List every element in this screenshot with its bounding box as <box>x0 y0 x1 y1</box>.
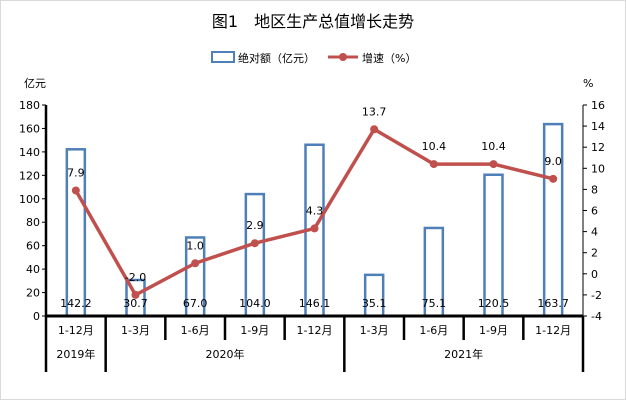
growth-marker <box>310 224 319 233</box>
legend: 绝对额（亿元） 增速（%） <box>211 51 416 65</box>
growth-value-label: 9.0 <box>544 155 562 168</box>
growth-value-label: 13.7 <box>362 105 387 118</box>
bar-value-label: 75.1 <box>422 297 447 310</box>
bar-value-label: 35.1 <box>362 297 387 310</box>
bar-value-label: 142.2 <box>60 297 92 310</box>
left-tick-label: 180 <box>19 99 40 112</box>
growth-value-label: -2.0 <box>125 271 146 284</box>
category-label: 1-3月 <box>360 324 389 337</box>
category-label: 1-12月 <box>535 324 571 337</box>
category-label: 1-12月 <box>58 324 94 337</box>
left-tick-label: 0 <box>33 310 40 323</box>
left-tick-label: 120 <box>19 169 40 182</box>
right-tick-label: 14 <box>591 120 605 133</box>
right-tick-label: 6 <box>591 205 598 218</box>
right-axis-unit: % <box>583 77 593 90</box>
growth-value-label: 1.0 <box>186 239 204 252</box>
right-tick-label: -4 <box>591 310 602 323</box>
growth-marker <box>370 125 379 134</box>
growth-marker <box>131 290 140 299</box>
right-tick-label: 12 <box>591 141 605 154</box>
group-label: 2019年 <box>56 347 95 361</box>
left-tick-label: 80 <box>26 216 40 229</box>
growth-marker <box>549 174 558 183</box>
right-tick-label: 4 <box>591 226 598 239</box>
left-tick-label: 140 <box>19 146 40 159</box>
group-label: 2020年 <box>206 347 245 361</box>
category-label: 1-9月 <box>240 324 269 337</box>
bar-value-label: 163.7 <box>537 297 569 310</box>
left-tick-label: 40 <box>26 263 40 276</box>
right-tick-label: 16 <box>591 99 605 112</box>
bar <box>483 173 504 318</box>
legend-line-label: 增速（%） <box>362 51 416 65</box>
growth-marker <box>429 160 438 169</box>
growth-marker <box>191 259 200 268</box>
left-tick-label: 160 <box>19 122 40 135</box>
right-tick-label: 8 <box>591 183 598 196</box>
right-tick-label: -2 <box>591 289 602 302</box>
category-label: 1-3月 <box>121 324 150 337</box>
left-tick-label: 60 <box>26 240 40 253</box>
right-tick-label: 10 <box>591 162 605 175</box>
category-label: 1-9月 <box>479 324 508 337</box>
growth-value-label: 10.4 <box>481 140 506 153</box>
bar-value-label: 120.5 <box>478 297 510 310</box>
growth-value-label: 10.4 <box>422 140 447 153</box>
bar-value-label: 30.7 <box>123 297 148 310</box>
growth-marker <box>250 239 259 248</box>
chart-title: 图1 地区生产总值增长走势 <box>212 12 414 31</box>
growth-marker <box>489 160 498 169</box>
bar <box>542 122 564 318</box>
legend-bar-swatch <box>211 51 235 63</box>
category-label: 1-12月 <box>297 324 333 337</box>
right-tick-label: 2 <box>591 247 598 260</box>
group-label: 2021年 <box>444 347 483 361</box>
growth-value-label: 4.3 <box>306 204 324 217</box>
bar-value-label: 67.0 <box>183 297 208 310</box>
category-label: 1-6月 <box>181 324 210 337</box>
left-axis-unit: 亿元 <box>24 77 46 90</box>
growth-marker <box>71 186 80 195</box>
growth-value-label: 7.9 <box>67 166 85 179</box>
legend-line-marker <box>339 53 347 61</box>
left-tick-label: 20 <box>26 287 40 300</box>
legend-bar-label: 绝对额（亿元） <box>238 51 315 65</box>
bar-value-label: 104.0 <box>239 297 271 310</box>
category-label: 1-6月 <box>419 324 448 337</box>
left-tick-label: 100 <box>19 193 40 206</box>
right-tick-label: 0 <box>591 268 598 281</box>
bar-value-label: 146.1 <box>299 297 331 310</box>
growth-value-label: 2.9 <box>246 219 264 232</box>
